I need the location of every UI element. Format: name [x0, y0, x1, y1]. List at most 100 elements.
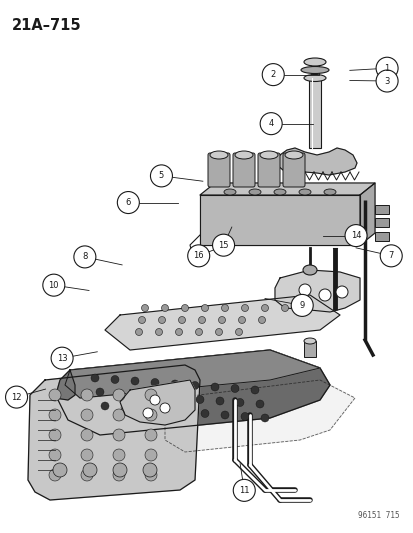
FancyBboxPatch shape [207, 153, 230, 187]
Circle shape [81, 389, 93, 401]
Bar [374, 218, 388, 227]
FancyBboxPatch shape [257, 153, 279, 187]
Text: 4: 4 [268, 119, 273, 128]
Circle shape [261, 63, 284, 86]
Circle shape [158, 317, 165, 324]
Bar [303, 341, 315, 357]
Text: 7: 7 [388, 252, 393, 260]
Circle shape [161, 304, 168, 311]
FancyBboxPatch shape [233, 153, 254, 187]
Circle shape [201, 409, 209, 417]
Circle shape [240, 413, 248, 421]
Bar [374, 232, 388, 241]
Circle shape [211, 383, 218, 391]
Circle shape [233, 479, 255, 502]
Circle shape [49, 429, 61, 441]
Circle shape [180, 408, 189, 416]
Circle shape [379, 245, 401, 267]
Circle shape [142, 463, 157, 477]
Circle shape [290, 294, 313, 317]
Circle shape [49, 449, 61, 461]
Circle shape [255, 400, 263, 408]
Circle shape [335, 286, 347, 298]
Circle shape [260, 414, 268, 422]
Circle shape [198, 317, 205, 324]
Ellipse shape [235, 151, 252, 159]
Text: 12: 12 [11, 393, 22, 401]
Polygon shape [165, 380, 354, 452]
Circle shape [5, 386, 28, 408]
Circle shape [142, 408, 153, 418]
Circle shape [43, 274, 65, 296]
Polygon shape [65, 350, 319, 398]
Circle shape [250, 386, 259, 394]
Circle shape [175, 328, 182, 335]
Circle shape [178, 317, 185, 324]
Circle shape [113, 409, 125, 421]
Circle shape [235, 399, 243, 407]
Circle shape [145, 429, 157, 441]
Circle shape [91, 374, 99, 382]
Text: 6: 6 [126, 198, 131, 207]
Circle shape [201, 304, 208, 311]
Circle shape [215, 328, 222, 335]
Circle shape [159, 403, 170, 413]
Circle shape [81, 409, 93, 421]
Circle shape [375, 57, 397, 79]
Text: 5: 5 [159, 172, 164, 180]
Circle shape [141, 405, 149, 413]
Circle shape [187, 245, 209, 267]
Text: 1: 1 [384, 64, 389, 72]
Circle shape [235, 328, 242, 335]
Polygon shape [120, 380, 195, 425]
Circle shape [116, 390, 124, 398]
Circle shape [230, 384, 238, 392]
Circle shape [161, 407, 169, 415]
Polygon shape [105, 295, 339, 350]
Text: 13: 13 [57, 354, 67, 362]
Text: 9: 9 [299, 301, 304, 310]
Text: 3: 3 [384, 77, 389, 85]
Circle shape [281, 304, 288, 311]
Ellipse shape [303, 58, 325, 66]
Circle shape [150, 395, 159, 405]
Circle shape [150, 165, 172, 187]
Circle shape [141, 304, 148, 311]
Circle shape [117, 191, 139, 214]
Circle shape [241, 304, 248, 311]
Circle shape [145, 389, 157, 401]
Circle shape [138, 317, 145, 324]
Bar [308, 78, 320, 148]
Circle shape [49, 469, 61, 481]
Circle shape [113, 449, 125, 461]
Circle shape [136, 391, 144, 399]
Text: 15: 15 [218, 241, 228, 249]
Circle shape [181, 304, 188, 311]
Circle shape [49, 389, 61, 401]
Circle shape [190, 382, 199, 390]
Text: 96151 715: 96151 715 [358, 511, 399, 520]
Circle shape [81, 449, 93, 461]
Polygon shape [58, 350, 329, 435]
Circle shape [221, 304, 228, 311]
Circle shape [375, 70, 397, 92]
Polygon shape [199, 183, 374, 195]
Circle shape [113, 469, 125, 481]
Text: 14: 14 [350, 231, 361, 240]
Polygon shape [359, 183, 374, 245]
Circle shape [145, 469, 157, 481]
Circle shape [145, 449, 157, 461]
Circle shape [195, 328, 202, 335]
Circle shape [121, 403, 129, 411]
Bar [374, 205, 388, 214]
Circle shape [74, 246, 96, 268]
Text: 21A–715: 21A–715 [12, 18, 81, 33]
Ellipse shape [303, 75, 325, 82]
Polygon shape [28, 365, 199, 500]
Ellipse shape [303, 338, 315, 344]
Circle shape [51, 347, 73, 369]
Circle shape [258, 317, 265, 324]
Circle shape [218, 317, 225, 324]
Circle shape [131, 377, 139, 385]
Circle shape [221, 411, 228, 419]
